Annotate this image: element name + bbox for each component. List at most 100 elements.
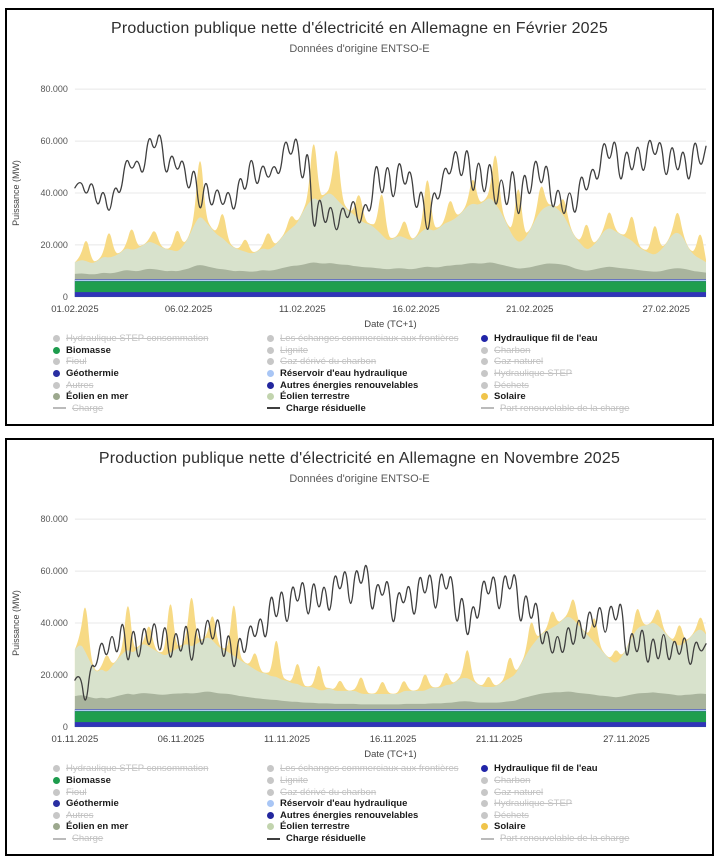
legend-item-les-echanges-commerciaux-aux-frontieres[interactable]: Les échanges commerciaux aux frontières (267, 763, 481, 775)
legend-dot-swatch-icon (481, 335, 488, 343)
legend-item-label: Hydraulique STEP consommation (66, 333, 209, 345)
legend-item-autres-energies-renouvelables[interactable]: Autres énergies renouvelables (267, 810, 481, 822)
legend-item-hydraulique-step-consommation[interactable]: Hydraulique STEP consommation (53, 763, 267, 775)
chart-panel-february: Production publique nette d'électricité … (5, 8, 714, 427)
legend-item-autres-energies-renouvelables[interactable]: Autres énergies renouvelables (267, 379, 481, 391)
legend-item-charbon[interactable]: Charbon (481, 775, 629, 787)
legend-item-gaz-naturel[interactable]: Gaz naturel (481, 356, 629, 368)
legend-item-hydraulique-fil-de-l-eau[interactable]: Hydraulique fil de l'eau (481, 333, 629, 345)
x-tick-label: 16.02.2025 (392, 304, 439, 315)
legend-item-label: Déchets (494, 379, 529, 391)
legend-dot-swatch-icon (267, 370, 274, 378)
legend-item-label: Éolien terrestre (280, 821, 350, 833)
x-tick-label: 16.11.2025 (370, 734, 417, 745)
legend-item-label: Géothermie (66, 368, 119, 380)
legend-item-label: Autres (66, 809, 94, 821)
legend-item-label: Fioul (66, 786, 87, 798)
legend-item-eolien-terrestre[interactable]: Éolien terrestre (267, 821, 481, 833)
legend-column: Hydraulique fil de l'eau Charbon Gaz natur… (481, 333, 629, 414)
legend-item-label: Autres énergies renouvelables (280, 809, 419, 821)
legend-line-swatch-icon (53, 407, 66, 410)
area-series (74, 722, 707, 728)
legend-line-swatch-icon (481, 407, 494, 410)
legend-item-eolien-en-mer[interactable]: Éolien en mer (53, 391, 267, 403)
legend-item-autres[interactable]: Autres (53, 810, 267, 822)
legend-item-label: Hydraulique STEP (494, 368, 573, 380)
legend-item-biomasse[interactable]: Biomasse (53, 345, 267, 357)
legend-item-label: Charbon (494, 344, 531, 356)
chart-title: Production publique nette d'électricité … (98, 450, 621, 468)
x-tick-label: 01.02.2025 (51, 304, 98, 315)
legend-item-dechets[interactable]: Déchets (481, 379, 629, 391)
legend-item-solaire[interactable]: Solaire (481, 391, 629, 403)
legend-item-geothermie[interactable]: Géothermie (53, 798, 267, 810)
x-tick-label: 01.11.2025 (52, 734, 99, 745)
legend-item-solaire[interactable]: Solaire (481, 821, 629, 833)
legend-item-charge[interactable]: Charge (53, 833, 267, 845)
y-tick-label: 0 (63, 292, 68, 302)
legend-dot-swatch-icon (267, 765, 274, 773)
chart-subtitle: Données d'origine ENTSO-E (289, 43, 430, 55)
legend-item-hydraulique-step[interactable]: Hydraulique STEP (481, 798, 629, 810)
y-tick-label: 20.000 (40, 670, 67, 680)
x-tick-label: 27.02.2025 (643, 304, 690, 315)
legend-dot-swatch-icon (53, 370, 60, 378)
x-axis-label: Date (TC+1) (364, 319, 416, 330)
legend-column: Hydraulique STEP consommation Biomasse Fio… (53, 763, 267, 844)
legend-item-label: Hydraulique fil de l'eau (494, 333, 598, 345)
legend-item-hydraulique-step[interactable]: Hydraulique STEP (481, 368, 629, 380)
legend-item-eolien-terrestre[interactable]: Éolien terrestre (267, 391, 481, 403)
legend-column: Hydraulique fil de l'eau Charbon Gaz natur… (481, 763, 629, 844)
legend-item-hydraulique-step-consommation[interactable]: Hydraulique STEP consommation (53, 333, 267, 345)
legend-dot-swatch-icon (481, 370, 488, 378)
legend-column: Hydraulique STEP consommation Biomasse Fio… (53, 333, 267, 414)
y-tick-label: 0 (63, 722, 68, 732)
legend-item-label: Autres énergies renouvelables (280, 379, 419, 391)
legend-item-part-renouvelable-de-la-charge[interactable]: Part renouvelable de la charge (481, 403, 629, 415)
legend-item-label: Charbon (494, 775, 531, 787)
legend-item-lignite[interactable]: Lignite (267, 345, 481, 357)
legend-item-charge-residuelle[interactable]: Charge résiduelle (267, 403, 481, 415)
legend-dot-swatch-icon (481, 358, 488, 366)
legend-item-autres[interactable]: Autres (53, 379, 267, 391)
legend-item-les-echanges-commerciaux-aux-frontieres[interactable]: Les échanges commerciaux aux frontières (267, 333, 481, 345)
legend-item-reservoir-d-eau-hydraulique[interactable]: Réservoir d'eau hydraulique (267, 798, 481, 810)
legend-item-fioul[interactable]: Fioul (53, 786, 267, 798)
legend-dot-swatch-icon (481, 811, 488, 819)
legend-dot-swatch-icon (53, 823, 60, 831)
legend-item-hydraulique-fil-de-l-eau[interactable]: Hydraulique fil de l'eau (481, 763, 629, 775)
production-chart-november[interactable]: 0 20.000 40.000 60.000 80.000 01.11.2025 06.11… (7, 489, 712, 761)
legend-line-swatch-icon (267, 837, 280, 840)
legend-dot-swatch-icon (267, 346, 274, 354)
legend-item-fioul[interactable]: Fioul (53, 356, 267, 368)
x-tick-label: 21.02.2025 (506, 304, 553, 315)
legend-item-label: Éolien en mer (66, 391, 129, 403)
legend-item-part-renouvelable-de-la-charge[interactable]: Part renouvelable de la charge (481, 833, 629, 845)
production-chart-february[interactable]: 0 20.000 40.000 60.000 80.000 01.02.2025 06.02… (7, 59, 712, 331)
legend-item-charge[interactable]: Charge (53, 403, 267, 415)
legend-dot-swatch-icon (53, 777, 60, 785)
legend-item-label: Lignite (280, 344, 308, 356)
y-tick-label: 60.000 (40, 136, 67, 146)
legend-item-biomasse[interactable]: Biomasse (53, 775, 267, 787)
legend-item-gaz-derive-du-charbon[interactable]: Gaz dérivé du charbon (267, 786, 481, 798)
legend-dot-swatch-icon (53, 381, 60, 389)
legend-item-lignite[interactable]: Lignite (267, 775, 481, 787)
legend-dot-swatch-icon (267, 777, 274, 785)
legend-item-geothermie[interactable]: Géothermie (53, 368, 267, 380)
legend-column: Les échanges commerciaux aux frontières L… (267, 333, 481, 414)
legend-item-reservoir-d-eau-hydraulique[interactable]: Réservoir d'eau hydraulique (267, 368, 481, 380)
legend-item-label: Charge (72, 402, 104, 414)
legend-item-gaz-naturel[interactable]: Gaz naturel (481, 786, 629, 798)
legend-item-gaz-derive-du-charbon[interactable]: Gaz dérivé du charbon (267, 356, 481, 368)
legend-item-charbon[interactable]: Charbon (481, 345, 629, 357)
legend-item-label: Biomasse (66, 775, 111, 787)
legend-item-label: Éolien terrestre (280, 391, 350, 403)
legend-item-dechets[interactable]: Déchets (481, 810, 629, 822)
legend-dot-swatch-icon (53, 346, 60, 354)
legend-item-label: Éolien en mer (66, 821, 129, 833)
legend-item-charge-residuelle[interactable]: Charge résiduelle (267, 833, 481, 845)
legend-item-label: Gaz naturel (494, 786, 544, 798)
legend-item-eolien-en-mer[interactable]: Éolien en mer (53, 821, 267, 833)
legend-item-label: Hydraulique fil de l'eau (494, 763, 598, 775)
